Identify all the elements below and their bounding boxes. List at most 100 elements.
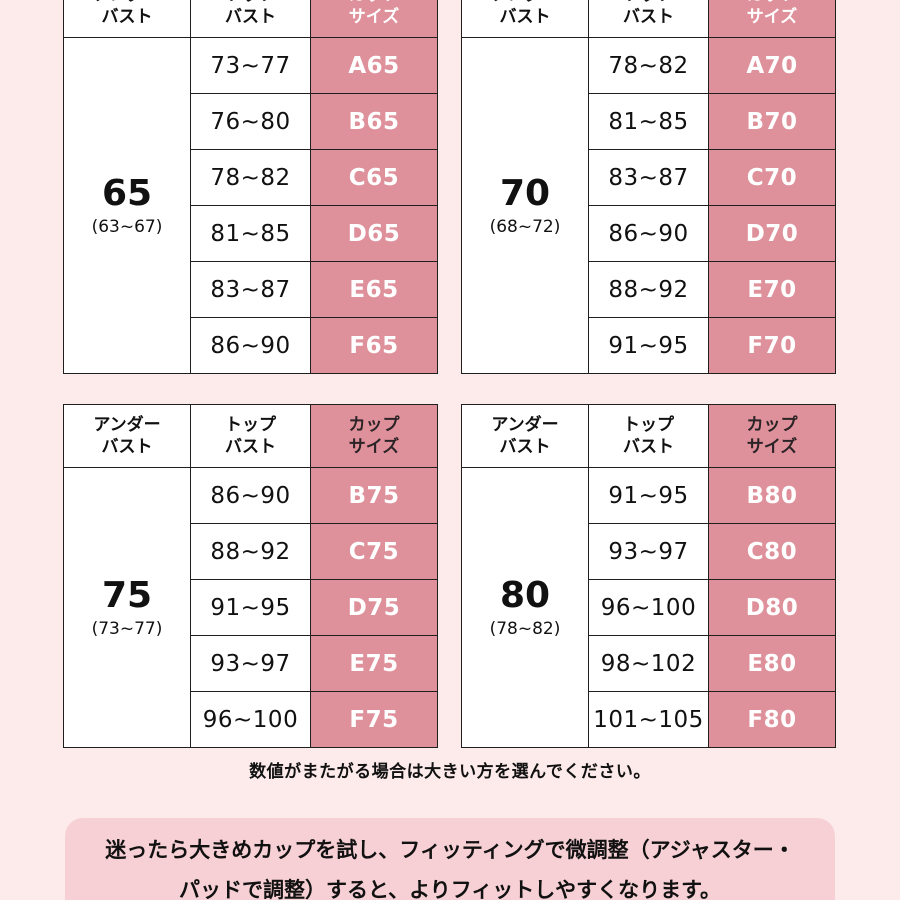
size-table-70: アンダー バスト トップ バスト カップ サイズ 70 (68~72) 78~8…	[461, 0, 836, 374]
underbust-cell: 75 (73~77)	[63, 467, 191, 748]
cupsize-cell: E75	[310, 635, 438, 692]
cupsize-cell: D80	[708, 579, 836, 636]
table-row: 91~95 F70	[462, 317, 836, 374]
cupsize-cell: E80	[708, 635, 836, 692]
cupsize-cell: A65	[310, 37, 438, 94]
cupsize-cell: E65	[310, 261, 438, 318]
header-row: アンダー バスト トップ バスト カップ サイズ	[461, 404, 836, 468]
table-row: 65 (63~67) 73~77 A65	[63, 37, 438, 374]
table-row: 81~85 B70	[462, 93, 836, 150]
table-row: 75 (73~77) 86~90 B75	[63, 467, 438, 748]
topbust-cell: 98~102	[588, 635, 709, 692]
underbust-header: アンダー バスト	[461, 404, 589, 468]
topbust-cell: 78~82	[190, 149, 311, 206]
topbust-cell: 91~95	[588, 317, 709, 374]
table-row: 96~100 D80	[462, 579, 836, 636]
cupsize-cell: B70	[708, 93, 836, 150]
header-row: アンダー バスト トップ バスト カップ サイズ	[63, 0, 438, 38]
size-table-75: アンダー バスト トップ バスト カップ サイズ 75 (73~77) 86~9…	[63, 404, 438, 748]
header-row: アンダー バスト トップ バスト カップ サイズ	[63, 404, 438, 468]
table-row: 86~90 D70	[462, 205, 836, 262]
cupsize-cell: C70	[708, 149, 836, 206]
table-row: 93~97 E75	[64, 635, 438, 692]
underbust-cell: 80 (78~82)	[461, 467, 589, 748]
underbust-cell: 65 (63~67)	[63, 37, 191, 374]
fitting-advice-text: 迷ったら大きめカップを試し、フィッティングで微調整（アジャスター・パッドで調整）…	[105, 838, 795, 900]
cupsize-cell: B80	[708, 467, 836, 524]
cupsize-header: カップ サイズ	[708, 0, 836, 38]
cupsize-cell: D70	[708, 205, 836, 262]
underbust-range: (73~77)	[91, 618, 163, 639]
cupsize-cell: D65	[310, 205, 438, 262]
fitting-advice-box: 迷ったら大きめカップを試し、フィッティングで微調整（アジャスター・パッドで調整）…	[65, 818, 835, 900]
table-row: 80 (78~82) 91~95 B80	[461, 467, 836, 748]
topbust-cell: 73~77	[190, 37, 311, 94]
table-row: 83~87 E65	[64, 261, 438, 318]
underbust-range: (63~67)	[91, 216, 163, 237]
size-table-65: アンダー バスト トップ バスト カップ サイズ 65 (63~67) 73~7…	[63, 0, 438, 374]
underbust-number: 70	[499, 173, 551, 215]
topbust-header: トップ バスト	[190, 0, 311, 38]
cupsize-cell: C65	[310, 149, 438, 206]
cupsize-cell: A70	[708, 37, 836, 94]
table-row: 96~100 F75	[64, 691, 438, 748]
table-row: 98~102 E80	[462, 635, 836, 692]
underbust-header: アンダー バスト	[63, 0, 191, 38]
table-row: 83~87 C70	[462, 149, 836, 206]
cupsize-cell: D75	[310, 579, 438, 636]
size-table-80: アンダー バスト トップ バスト カップ サイズ 80 (78~82) 91~9…	[461, 404, 836, 748]
topbust-cell: 88~92	[190, 523, 311, 580]
cupsize-cell: B65	[310, 93, 438, 150]
topbust-header: トップ バスト	[588, 0, 709, 38]
topbust-cell: 96~100	[588, 579, 709, 636]
cupsize-header: カップ サイズ	[310, 0, 438, 38]
cupsize-header: カップ サイズ	[310, 404, 438, 468]
table-row: 93~97 C80	[462, 523, 836, 580]
topbust-cell: 96~100	[190, 691, 311, 748]
cupsize-cell: F70	[708, 317, 836, 374]
topbust-cell: 81~85	[588, 93, 709, 150]
topbust-cell: 81~85	[190, 205, 311, 262]
underbust-range: (68~72)	[489, 216, 561, 237]
cupsize-cell: B75	[310, 467, 438, 524]
topbust-cell: 78~82	[588, 37, 709, 94]
topbust-cell: 101~105	[588, 691, 709, 748]
topbust-header: トップ バスト	[190, 404, 311, 468]
cupsize-cell: F65	[310, 317, 438, 374]
topbust-cell: 83~87	[190, 261, 311, 318]
underbust-cell: 70 (68~72)	[461, 37, 589, 374]
topbust-cell: 93~97	[190, 635, 311, 692]
underbust-header: アンダー バスト	[461, 0, 589, 38]
table-row: 91~95 D75	[64, 579, 438, 636]
underbust-number: 75	[101, 575, 153, 617]
topbust-cell: 76~80	[190, 93, 311, 150]
underbust-number: 80	[499, 575, 551, 617]
topbust-header: トップ バスト	[588, 404, 709, 468]
topbust-cell: 88~92	[588, 261, 709, 318]
size-tables-grid: アンダー バスト トップ バスト カップ サイズ 65 (63~67) 73~7…	[63, 0, 836, 748]
topbust-cell: 86~90	[190, 317, 311, 374]
topbust-cell: 83~87	[588, 149, 709, 206]
cupsize-cell: C80	[708, 523, 836, 580]
selection-note: 数値がまたがる場合は大きい方を選んでください。	[249, 762, 651, 782]
cupsize-cell: F75	[310, 691, 438, 748]
topbust-cell: 86~90	[190, 467, 311, 524]
cupsize-cell: E70	[708, 261, 836, 318]
table-row: 81~85 D65	[64, 205, 438, 262]
cupsize-cell: F80	[708, 691, 836, 748]
cupsize-header: カップ サイズ	[708, 404, 836, 468]
topbust-cell: 91~95	[190, 579, 311, 636]
underbust-number: 65	[101, 173, 153, 215]
underbust-range: (78~82)	[489, 618, 561, 639]
underbust-header: アンダー バスト	[63, 404, 191, 468]
topbust-cell: 86~90	[588, 205, 709, 262]
header-row: アンダー バスト トップ バスト カップ サイズ	[461, 0, 836, 38]
topbust-cell: 93~97	[588, 523, 709, 580]
table-row: 78~82 C65	[64, 149, 438, 206]
table-row: 70 (68~72) 78~82 A70	[461, 37, 836, 374]
table-row: 101~105 F80	[462, 691, 836, 748]
table-row: 86~90 F65	[64, 317, 438, 374]
cupsize-cell: C75	[310, 523, 438, 580]
topbust-cell: 91~95	[588, 467, 709, 524]
